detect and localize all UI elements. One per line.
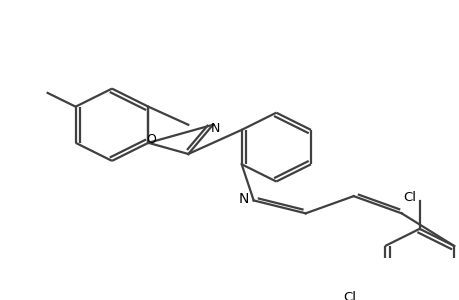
Text: Cl: Cl xyxy=(342,291,355,300)
Text: N: N xyxy=(210,122,219,135)
Text: Cl: Cl xyxy=(402,191,415,204)
Text: O: O xyxy=(146,133,156,146)
Text: N: N xyxy=(238,192,248,206)
